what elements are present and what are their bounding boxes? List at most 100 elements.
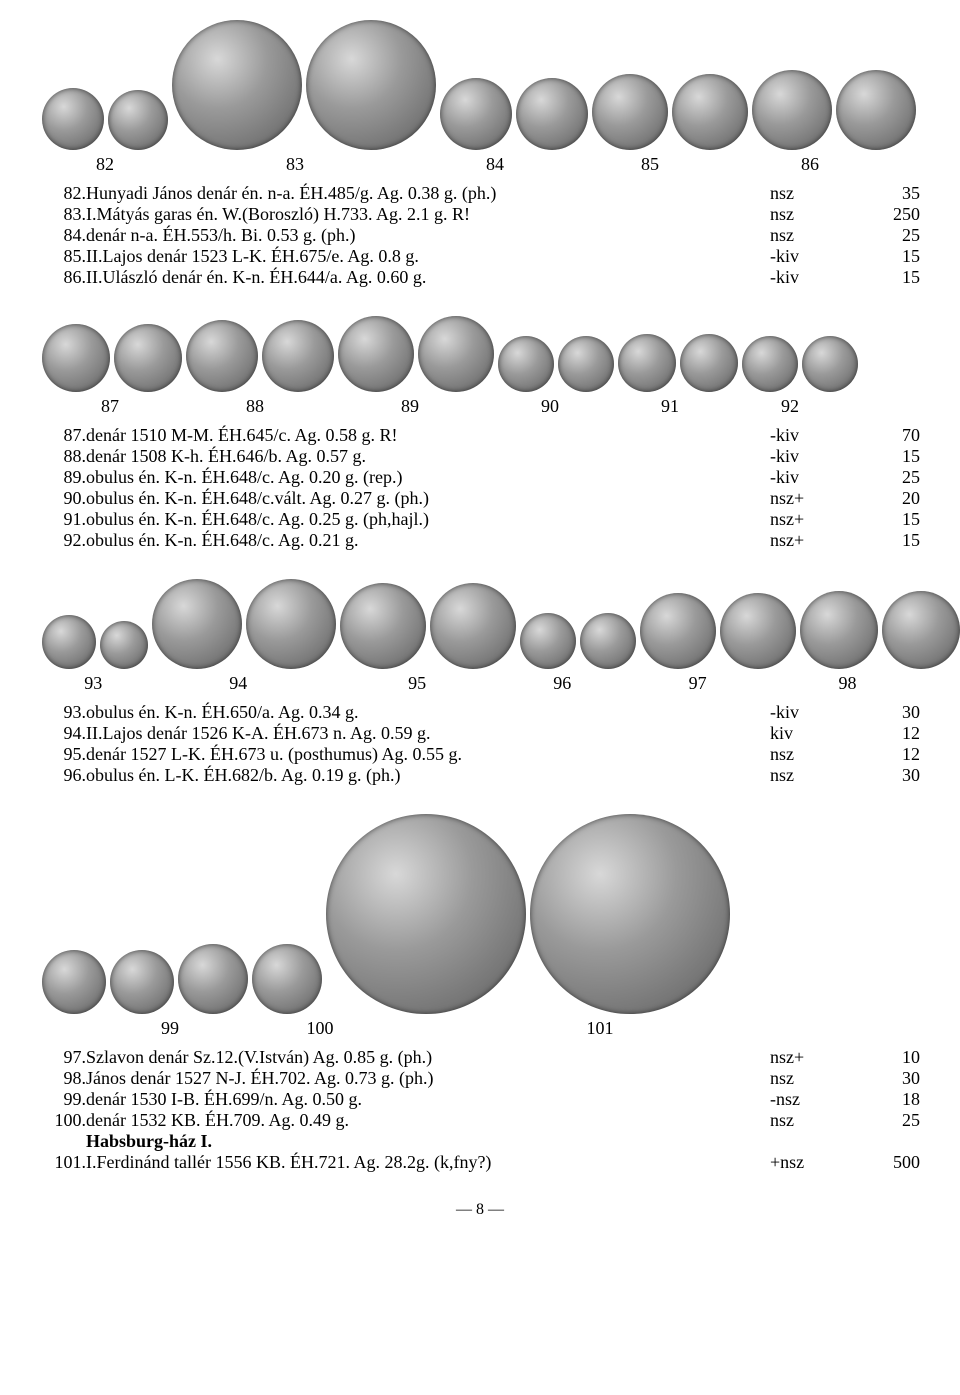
lot-description: I.Mátyás garas én. W.(Boroszló) H.733. A…	[86, 204, 770, 225]
coin-image	[42, 324, 110, 392]
lot-description: obulus én. K-n. ÉH.648/c. Ag. 0.20 g. (r…	[86, 467, 770, 488]
lot-number: 93.	[40, 702, 86, 723]
coin-label: 95	[330, 673, 504, 694]
lot-description: obulus én. L-K. ÉH.682/b. Ag. 0.19 g. (p…	[86, 765, 770, 786]
coin-label: 101	[560, 1018, 640, 1039]
lot-number: 92.	[40, 530, 86, 551]
lot-price: 25	[860, 1110, 920, 1131]
coin-label: 87	[40, 396, 180, 417]
lot-price: 25	[860, 225, 920, 246]
coin-image-row	[40, 20, 920, 150]
lot-price: 12	[860, 723, 920, 744]
lot-price: 15	[860, 509, 920, 530]
lot-number: 84.	[40, 225, 86, 246]
table-row: Habsburg-ház I.	[40, 1131, 920, 1152]
coin-image	[42, 88, 104, 150]
lot-number: 85.	[40, 246, 86, 267]
lot-grade: nsz	[770, 765, 860, 786]
coin-label: 100	[240, 1018, 400, 1039]
lot-grade: nsz	[770, 1110, 860, 1131]
lot-grade	[770, 1131, 860, 1152]
lot-number: 86.	[40, 267, 86, 288]
lot-grade: -kiv	[770, 467, 860, 488]
lot-price: 12	[860, 744, 920, 765]
lot-price: 250	[860, 204, 920, 225]
lot-grade: kiv	[770, 723, 860, 744]
table-row: 100.denár 1532 KB. ÉH.709. Ag. 0.49 g.ns…	[40, 1110, 920, 1131]
table-row: 93.obulus én. K-n. ÉH.650/a. Ag. 0.34 g.…	[40, 702, 920, 723]
lot-description: János denár 1527 N-J. ÉH.702. Ag. 0.73 g…	[86, 1068, 770, 1089]
lot-price: 70	[860, 425, 920, 446]
coin-image	[580, 613, 636, 669]
coin-image	[742, 336, 798, 392]
table-row: 90.obulus én. K-n. ÉH.648/c.vált. Ag. 0.…	[40, 488, 920, 509]
table-row: 87.denár 1510 M-M. ÉH.645/c. Ag. 0.58 g.…	[40, 425, 920, 446]
coin-image-row	[40, 316, 920, 392]
table-row: 83.I.Mátyás garas én. W.(Boroszló) H.733…	[40, 204, 920, 225]
lot-grade: nsz	[770, 204, 860, 225]
lot-number: 101.	[40, 1152, 86, 1173]
lot-description: Szlavon denár Sz.12.(V.István) Ag. 0.85 …	[86, 1047, 770, 1068]
lot-number: 82.	[40, 183, 86, 204]
coin-image	[802, 336, 858, 392]
lot-price	[860, 1131, 920, 1152]
lot-description: obulus én. K-n. ÉH.648/c. Ag. 0.25 g. (p…	[86, 509, 770, 530]
coin-image	[326, 814, 526, 1014]
table-row: 98.János denár 1527 N-J. ÉH.702. Ag. 0.7…	[40, 1068, 920, 1089]
coin-image	[338, 316, 414, 392]
coin-label: 97	[620, 673, 775, 694]
lot-grade: -kiv	[770, 425, 860, 446]
coin-label: 93	[40, 673, 146, 694]
coin-image	[836, 70, 916, 150]
coin-label: 89	[330, 396, 490, 417]
table-row: 84.denár n-a. ÉH.553/h. Bi. 0.53 g. (ph.…	[40, 225, 920, 246]
lot-number: 83.	[40, 204, 86, 225]
coin-image	[530, 814, 730, 1014]
coin-image	[178, 944, 248, 1014]
page-number: — 8 —	[40, 1201, 920, 1219]
coin-image	[110, 950, 174, 1014]
coin-label-row: 99100 101	[40, 1018, 920, 1039]
lot-table: 87.denár 1510 M-M. ÉH.645/c. Ag. 0.58 g.…	[40, 425, 920, 551]
coin-image	[262, 320, 334, 392]
lot-description: II.Ulászló denár én. K-n. ÉH.644/a. Ag. …	[86, 267, 770, 288]
coin-image	[618, 334, 676, 392]
coin-label: 99	[100, 1018, 240, 1039]
coin-image	[306, 20, 436, 150]
coin-image	[108, 90, 168, 150]
lot-price: 20	[860, 488, 920, 509]
lot-description: denár 1532 KB. ÉH.709. Ag. 0.49 g.	[86, 1110, 770, 1131]
coin-label: 94	[146, 673, 330, 694]
lot-grade: nsz+	[770, 488, 860, 509]
coin-image-row	[40, 814, 920, 1014]
coin-image	[592, 74, 668, 150]
coin-image	[516, 78, 588, 150]
lot-number: 88.	[40, 446, 86, 467]
table-row: 86.II.Ulászló denár én. K-n. ÉH.644/a. A…	[40, 267, 920, 288]
lot-grade: nsz	[770, 744, 860, 765]
lot-table: 82.Hunyadi János denár én. n-a. ÉH.485/g…	[40, 183, 920, 288]
coin-label-row: 939495969798	[40, 673, 920, 694]
coin-image	[252, 944, 322, 1014]
coin-image	[42, 950, 106, 1014]
coin-image	[882, 591, 960, 669]
lot-grade: nsz+	[770, 530, 860, 551]
coin-image	[800, 591, 878, 669]
lot-price: 30	[860, 765, 920, 786]
table-row: 94.II.Lajos denár 1526 K-A. ÉH.673 n. Ag…	[40, 723, 920, 744]
lot-table: 93.obulus én. K-n. ÉH.650/a. Ag. 0.34 g.…	[40, 702, 920, 786]
lot-grade: -nsz	[770, 1089, 860, 1110]
coin-label	[400, 1018, 560, 1039]
lot-number: 95.	[40, 744, 86, 765]
lot-price: 15	[860, 246, 920, 267]
lot-number: 91.	[40, 509, 86, 530]
coin-image	[498, 336, 554, 392]
coin-image	[172, 20, 302, 150]
table-row: 91.obulus én. K-n. ÉH.648/c. Ag. 0.25 g.…	[40, 509, 920, 530]
coin-image	[340, 583, 426, 669]
table-row: 89.obulus én. K-n. ÉH.648/c. Ag. 0.20 g.…	[40, 467, 920, 488]
table-row: 82.Hunyadi János denár én. n-a. ÉH.485/g…	[40, 183, 920, 204]
coin-image	[752, 70, 832, 150]
lot-price: 30	[860, 702, 920, 723]
coin-label: 83	[170, 154, 420, 175]
